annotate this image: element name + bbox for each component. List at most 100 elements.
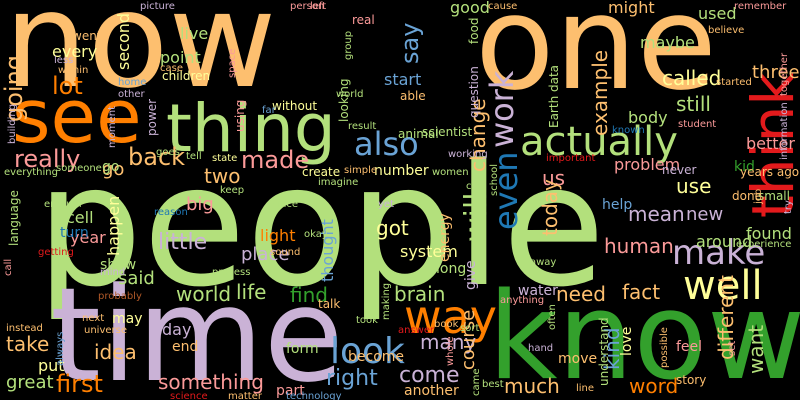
cloud-word: time xyxy=(50,259,344,400)
cloud-word: moment xyxy=(107,105,118,148)
cloud-word: example xyxy=(588,49,612,136)
cloud-word: will xyxy=(459,192,494,242)
cloud-word: using xyxy=(233,99,247,132)
cloud-word: every xyxy=(52,42,98,61)
cloud-word: talk xyxy=(318,297,341,311)
cloud-word: start xyxy=(384,70,422,89)
cloud-word: tell xyxy=(186,151,202,162)
cloud-word: life xyxy=(236,280,267,304)
cloud-word: light xyxy=(260,226,296,245)
cloud-word: goes xyxy=(156,147,180,158)
cloud-word: often xyxy=(547,304,558,330)
cloud-word: student xyxy=(678,119,717,130)
cloud-word: anything xyxy=(500,295,545,306)
cloud-word: school xyxy=(489,163,500,196)
cloud-word: together xyxy=(779,52,790,96)
cloud-word: experience xyxy=(736,239,792,250)
cloud-word: better xyxy=(746,134,795,153)
cloud-word: fact xyxy=(622,280,661,304)
cloud-word: reason xyxy=(154,207,188,218)
cloud-word: away xyxy=(530,257,557,268)
cloud-word: also xyxy=(354,125,419,163)
cloud-word: able xyxy=(400,89,426,103)
cloud-word: hand xyxy=(528,343,554,354)
cloud-word: process xyxy=(212,267,251,278)
cloud-word: women xyxy=(432,167,469,178)
cloud-word: enough xyxy=(44,199,82,210)
cloud-word: system xyxy=(400,242,458,261)
cloud-word: state xyxy=(212,153,238,164)
cloud-word: right xyxy=(326,366,378,391)
cloud-word: us xyxy=(542,166,566,190)
cloud-word: within xyxy=(58,65,89,76)
cloud-word: book xyxy=(434,319,459,330)
cloud-word: years ago xyxy=(740,165,800,179)
cloud-word: today xyxy=(538,179,562,236)
cloud-word: car xyxy=(466,181,482,192)
cloud-word: line xyxy=(576,383,595,394)
cloud-word: now xyxy=(4,0,277,118)
cloud-word: form xyxy=(286,341,319,357)
cloud-word: point xyxy=(160,48,201,67)
cloud-word: brain xyxy=(394,282,446,306)
cloud-word: water xyxy=(518,283,558,299)
cloud-word: far xyxy=(262,105,276,116)
cloud-word: okay xyxy=(304,229,328,240)
cloud-word: world xyxy=(176,282,232,306)
cloud-word: less xyxy=(54,55,74,66)
cloud-word: give xyxy=(463,260,479,290)
cloud-word: remember xyxy=(734,1,787,12)
cloud-word: looking xyxy=(337,78,351,122)
cloud-word: place xyxy=(241,244,290,265)
cloud-word: find xyxy=(290,283,328,307)
cloud-word: real xyxy=(352,13,375,27)
cloud-word: working xyxy=(448,149,488,160)
cloud-word: believe xyxy=(708,25,745,36)
cloud-word: need xyxy=(556,282,606,306)
cloud-word: many xyxy=(420,330,477,354)
cloud-word: small xyxy=(758,189,790,203)
cloud-word: said xyxy=(118,268,155,289)
cloud-word: go xyxy=(102,159,120,175)
cloud-word: put xyxy=(38,356,65,375)
cloud-word: another xyxy=(404,383,459,399)
cloud-word: got xyxy=(376,216,409,240)
cloud-word: sound xyxy=(270,247,301,258)
cloud-word: may xyxy=(112,311,143,327)
cloud-word: job xyxy=(753,188,764,204)
cloud-word: two xyxy=(204,164,241,188)
cloud-word: took xyxy=(356,315,378,326)
cloud-word: other xyxy=(118,89,145,100)
cloud-word: still xyxy=(676,92,711,116)
cloud-word: create xyxy=(302,165,341,179)
cloud-word: question xyxy=(467,66,481,118)
cloud-word: data xyxy=(547,64,561,92)
cloud-word: around xyxy=(696,232,753,251)
cloud-word: course xyxy=(458,309,479,370)
cloud-word: really xyxy=(14,145,81,173)
cloud-word: information xyxy=(779,102,790,160)
cloud-word: always xyxy=(55,331,66,366)
cloud-word: day xyxy=(162,320,192,339)
cloud-word: group xyxy=(343,30,354,60)
cloud-word: possible xyxy=(659,327,670,368)
cloud-word: end xyxy=(172,339,199,355)
cloud-word: take xyxy=(6,332,50,356)
cloud-word: well xyxy=(683,263,763,309)
cloud-word: whole xyxy=(445,336,456,366)
cloud-word: happen xyxy=(104,195,123,256)
cloud-word: big xyxy=(186,194,214,215)
cloud-word: best xyxy=(482,379,504,390)
cloud-word: building xyxy=(7,103,18,144)
cloud-word: good xyxy=(450,0,490,17)
cloud-word: word xyxy=(629,374,679,398)
cloud-word: came xyxy=(471,368,482,396)
cloud-word: getting xyxy=(38,247,74,258)
cloud-word: guy xyxy=(435,221,446,240)
cloud-word: help xyxy=(602,197,633,213)
cloud-word: answer xyxy=(398,325,435,336)
cloud-word: actually xyxy=(520,119,678,165)
cloud-word: one xyxy=(475,0,717,119)
cloud-word: made xyxy=(241,146,310,174)
